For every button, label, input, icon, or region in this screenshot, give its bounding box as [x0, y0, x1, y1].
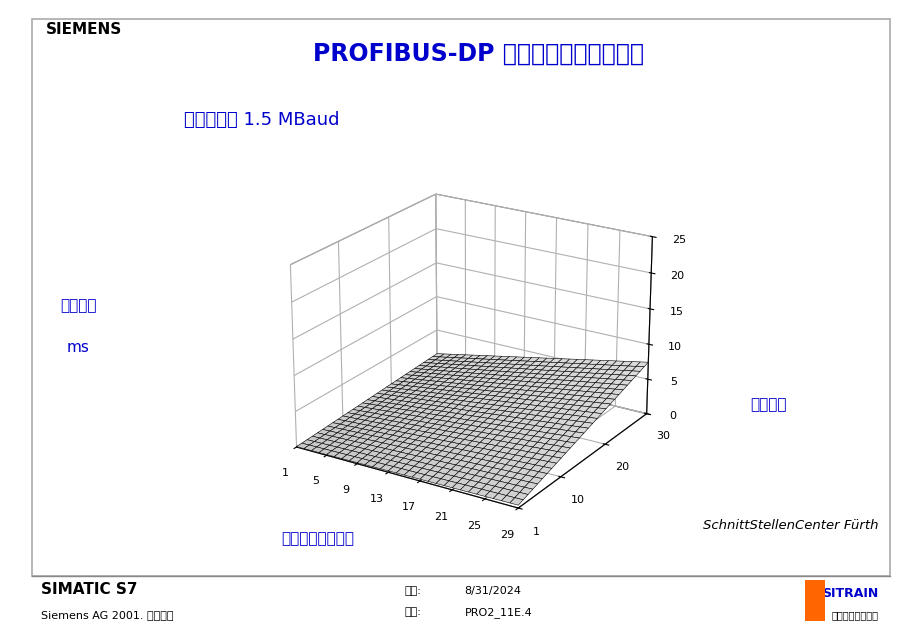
- Text: 每个从站的字节数: 每个从站的字节数: [280, 531, 354, 546]
- Text: PROFIBUS-DP 单总站系统的总线周期: PROFIBUS-DP 单总站系统的总线周期: [312, 41, 643, 66]
- Text: SchnittStellenCenter Fürth: SchnittStellenCenter Fürth: [702, 519, 878, 532]
- Text: Siemens AG 2001. 版权所有: Siemens AG 2001. 版权所有: [41, 610, 174, 620]
- Text: 日期:: 日期:: [404, 585, 421, 596]
- Text: 8/31/2024: 8/31/2024: [464, 585, 521, 596]
- Text: 总线速度为 1.5 MBaud: 总线速度为 1.5 MBaud: [184, 111, 339, 129]
- Text: SIEMENS: SIEMENS: [46, 22, 122, 38]
- Text: PRO2_11E.4: PRO2_11E.4: [464, 606, 532, 618]
- Text: ms: ms: [67, 340, 89, 355]
- Text: 从站数目: 从站数目: [749, 397, 786, 412]
- Text: 自动化与驱动培训: 自动化与驱动培训: [831, 610, 878, 620]
- Text: SITRAIN: SITRAIN: [822, 587, 878, 600]
- Text: SIMATIC S7: SIMATIC S7: [41, 582, 138, 597]
- Text: 周期时间: 周期时间: [60, 298, 96, 313]
- Text: 文件:: 文件:: [404, 606, 421, 617]
